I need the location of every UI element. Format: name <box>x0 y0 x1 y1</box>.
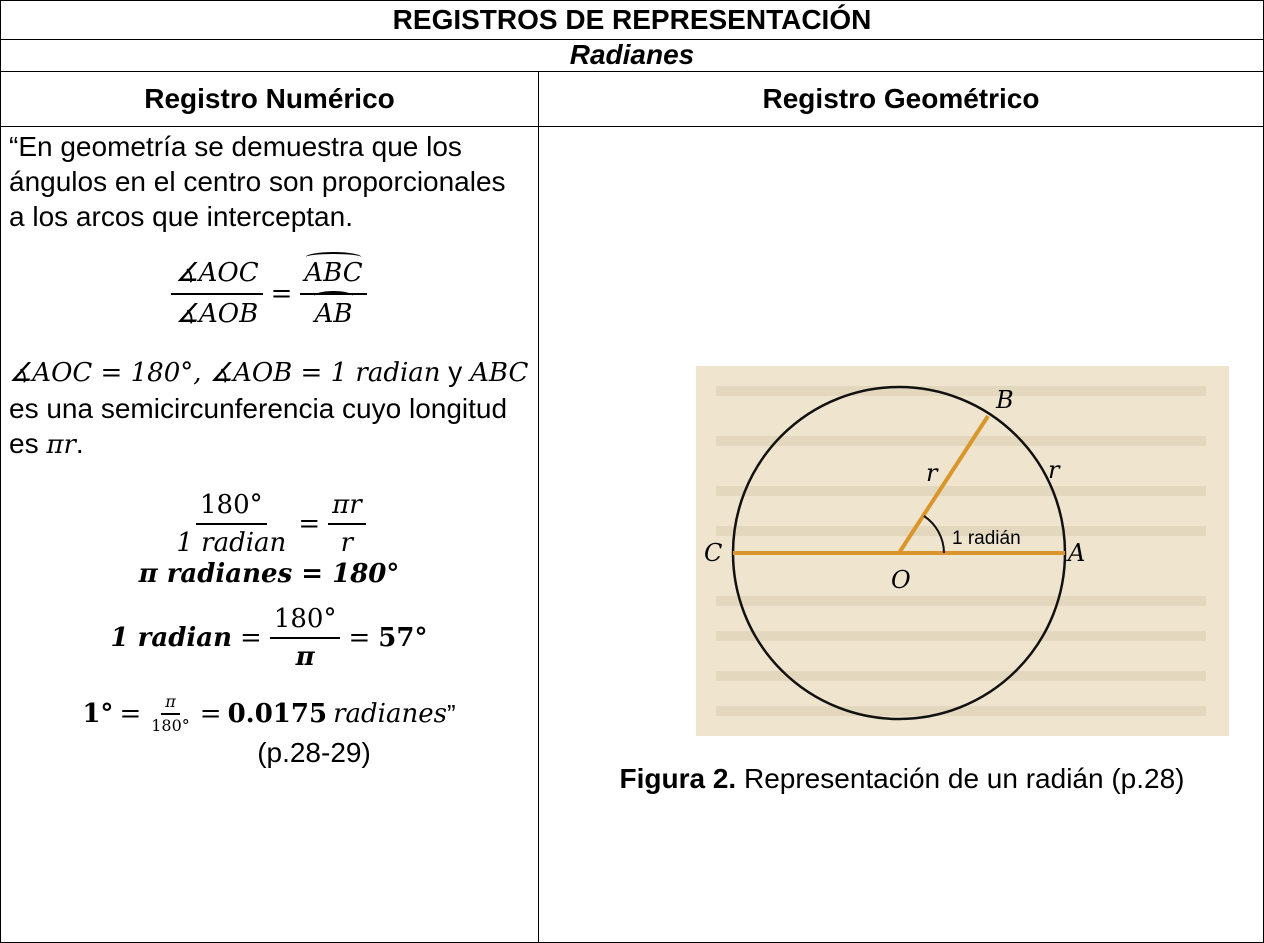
text: y <box>440 356 471 387</box>
point-label: O <box>891 566 911 594</box>
equation: ∡AOC ∡AOB = ABC AB <box>9 252 529 332</box>
rhs: 57° <box>378 623 428 653</box>
math-text: ∡AOC = 180°, ∡AOB = 1 radian <box>9 358 441 388</box>
numerator: ABC <box>300 252 367 295</box>
numerator: 180° <box>269 603 341 639</box>
equation: 1 radian = 180° π = 57° <box>9 603 529 673</box>
unit: radianes <box>333 698 447 729</box>
numerator: 180° <box>196 489 267 525</box>
equation: 1° = π 180° = 0.0175 radianes” <box>9 693 529 735</box>
quote: ” <box>446 698 456 729</box>
figure: B r r 1 radián C O A <box>696 366 1229 736</box>
numerator: πr <box>328 489 366 525</box>
caption-text: Representación de un radián (p.28) <box>736 763 1185 794</box>
caption-label: Figura 2. <box>619 763 737 794</box>
denominator: 180° <box>151 716 190 735</box>
paper-texture <box>716 386 1206 716</box>
denominator: 1 radian <box>176 528 287 558</box>
text: es una semicircunferencia cuyo longitud … <box>9 393 508 459</box>
operator: = <box>270 278 293 309</box>
fraction: 180° π <box>269 603 341 673</box>
denominator: r <box>340 528 354 558</box>
operator: = <box>119 698 142 729</box>
operator: = <box>199 698 222 729</box>
column-header: Registro Numérico <box>144 82 395 114</box>
numerator: π <box>161 693 180 715</box>
equation: π radianes = 180° <box>138 559 400 589</box>
denominator: π <box>295 642 315 672</box>
point-label: A <box>1066 539 1085 567</box>
column-divider <box>538 71 539 942</box>
intro-text: “En geometría se demuestra que los ángul… <box>9 131 506 232</box>
column-header: Registro Geométrico <box>762 82 1040 114</box>
numerator: ∡AOC <box>171 256 263 295</box>
citation: (p.28-29) <box>257 737 371 768</box>
fraction: πr r <box>328 489 366 559</box>
table-subtitle: Radianes <box>1 39 1263 72</box>
denominator: ∡AOB <box>175 299 259 329</box>
radius-label: r <box>1048 456 1061 484</box>
paragraph: ∡AOC = 180°, ∡AOB = 1 radian y ABC es un… <box>9 354 534 463</box>
rhs: 0.0175 <box>227 698 328 729</box>
operator: = <box>348 623 371 653</box>
figure-caption: Figura 2. Representación de un radián (p… <box>541 763 1263 795</box>
fraction: ABC AB <box>300 252 367 332</box>
fraction: π 180° <box>147 693 194 735</box>
lhs: 1° <box>82 698 114 729</box>
math-text: πr <box>46 430 76 460</box>
radius-label: r <box>926 459 939 487</box>
table-title: REGISTROS DE REPRESENTACIÓN <box>1 1 1263 40</box>
operator: = <box>240 623 262 653</box>
angle-arc <box>923 515 945 554</box>
radius <box>897 414 990 555</box>
text: . <box>75 428 84 459</box>
numeric-cell: “En geometría se demuestra que los ángul… <box>9 129 529 770</box>
lhs: 1 radian <box>110 623 233 653</box>
header-divider <box>1 126 1263 127</box>
angle-label: 1 radián <box>952 528 1021 549</box>
fraction: ∡AOC ∡AOB <box>171 256 263 332</box>
math-text: ABC <box>470 358 529 388</box>
operator: = <box>298 509 321 539</box>
denominator: AB <box>311 291 357 332</box>
equation: 180° 1 radian = πr r <box>9 489 529 559</box>
fraction: 180° 1 radian <box>172 489 290 559</box>
point-label: B <box>995 386 1014 414</box>
point-label: C <box>704 539 722 567</box>
